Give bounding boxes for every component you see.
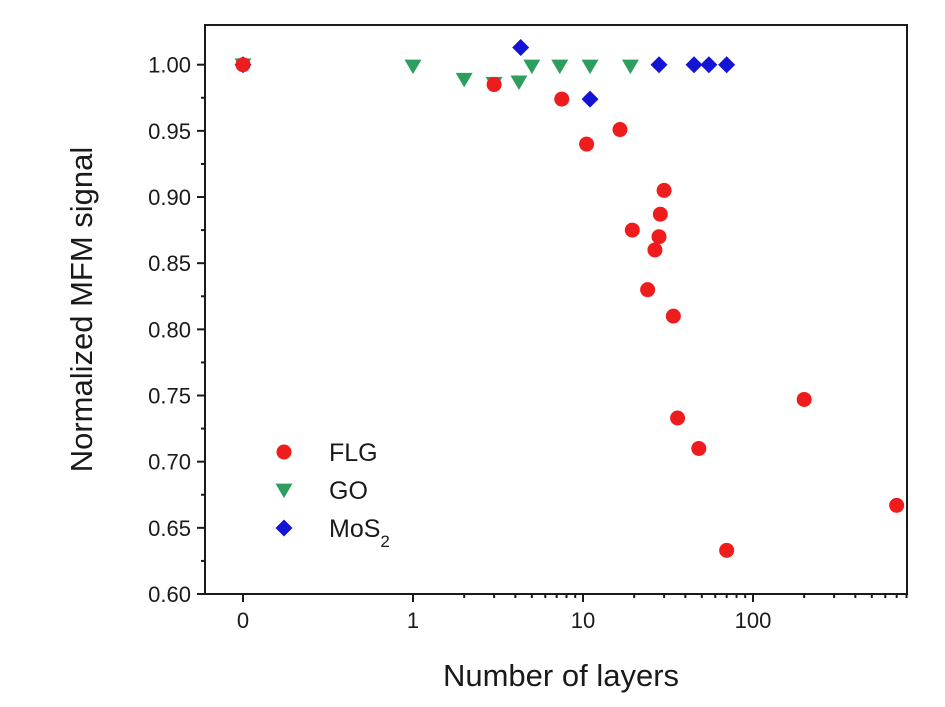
legend-label-mos2: MoS2 bbox=[329, 515, 390, 551]
y-tick-label: 0.85 bbox=[148, 251, 191, 276]
y-tick-label: 0.95 bbox=[148, 119, 191, 144]
legend: FLG GO MoS2 bbox=[275, 439, 390, 551]
point-flg bbox=[554, 91, 570, 107]
point-flg bbox=[640, 282, 656, 298]
legend-marker-flg bbox=[276, 444, 292, 460]
point-flg bbox=[665, 308, 681, 324]
x-axis-title: Number of layers bbox=[443, 658, 679, 693]
point-go bbox=[455, 72, 473, 88]
y-tick-label: 0.80 bbox=[148, 317, 191, 342]
legend-label-go: GO bbox=[329, 477, 368, 505]
point-mos2 bbox=[512, 38, 530, 56]
legend-marker-mos2 bbox=[275, 519, 293, 537]
x-axis-ticks: 0 1 10 100 bbox=[237, 594, 908, 633]
point-go bbox=[523, 59, 541, 75]
point-go bbox=[510, 75, 528, 90]
point-flg bbox=[235, 57, 251, 73]
y-axis-ticks: 0.60 0.65 0.70 0.75 0.80 0.85 0.90 0.95 1.00 bbox=[148, 53, 205, 607]
y-tick-label: 0.65 bbox=[148, 516, 191, 541]
point-flg bbox=[889, 497, 905, 513]
point-flg bbox=[624, 222, 640, 238]
y-tick-label: 0.90 bbox=[148, 185, 191, 210]
point-flg bbox=[579, 136, 595, 152]
y-tick-label: 0.60 bbox=[148, 582, 191, 607]
y-tick-label: 1.00 bbox=[148, 53, 191, 78]
point-flg bbox=[612, 122, 628, 138]
point-flg bbox=[719, 542, 735, 558]
point-mos2 bbox=[581, 90, 599, 108]
point-flg bbox=[652, 206, 668, 222]
legend-marker-go bbox=[275, 483, 293, 499]
point-flg bbox=[647, 242, 663, 258]
point-flg bbox=[651, 229, 667, 245]
data-points bbox=[234, 38, 905, 558]
point-mos2 bbox=[650, 56, 668, 74]
point-flg bbox=[691, 440, 707, 456]
y-tick-label: 0.70 bbox=[148, 450, 191, 475]
point-go bbox=[404, 59, 422, 75]
point-mos2 bbox=[700, 56, 718, 74]
point-flg bbox=[656, 182, 672, 198]
y-tick-label: 0.75 bbox=[148, 384, 191, 409]
x-tick-label: 100 bbox=[735, 608, 772, 633]
legend-label-flg: FLG bbox=[329, 439, 378, 467]
plot-frame bbox=[204, 24, 908, 595]
point-flg bbox=[796, 391, 812, 407]
point-flg bbox=[486, 77, 502, 93]
point-mos2 bbox=[685, 56, 703, 74]
y-axis-title: Normalized MFM signal bbox=[64, 147, 99, 473]
point-go bbox=[551, 59, 569, 75]
point-flg bbox=[670, 410, 686, 426]
x-tick-label: 0 bbox=[237, 608, 249, 633]
point-mos2 bbox=[718, 56, 736, 74]
point-go bbox=[581, 59, 599, 75]
plot-axes bbox=[204, 24, 908, 595]
x-tick-label: 1 bbox=[407, 608, 419, 633]
x-tick-label: 10 bbox=[571, 608, 595, 633]
point-go bbox=[621, 59, 639, 75]
